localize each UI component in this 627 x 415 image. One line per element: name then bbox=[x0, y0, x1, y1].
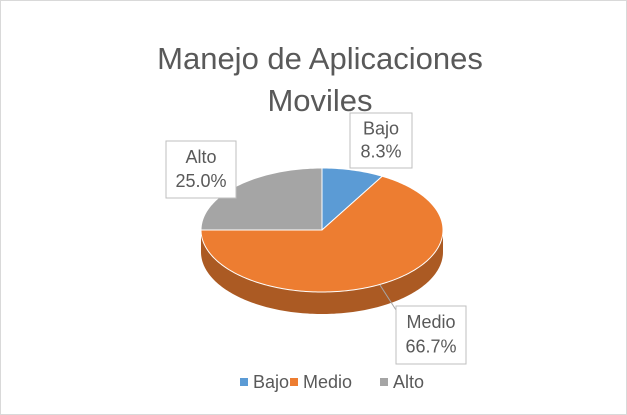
chart-title: Manejo de Aplicaciones Moviles bbox=[157, 41, 483, 118]
legend-swatch bbox=[240, 378, 248, 386]
data-label-name: Alto bbox=[185, 147, 216, 167]
data-label-value: 66.7% bbox=[405, 337, 456, 357]
legend-swatch bbox=[380, 378, 388, 386]
data-label-box bbox=[165, 140, 237, 199]
legend-label: Medio bbox=[303, 372, 352, 392]
leader-line bbox=[379, 284, 397, 311]
data-label-name: Medio bbox=[406, 312, 455, 332]
data-label-box bbox=[395, 305, 467, 365]
legend-label: Alto bbox=[393, 372, 424, 392]
legend-label: Bajo bbox=[253, 372, 289, 392]
data-label-box bbox=[349, 112, 413, 169]
data-label-name: Bajo bbox=[363, 118, 399, 138]
slice-side bbox=[201, 230, 443, 314]
slice bbox=[200, 175, 444, 293]
legend-swatch bbox=[290, 378, 298, 386]
slice bbox=[321, 167, 384, 232]
data-label-value: 8.3% bbox=[360, 141, 401, 161]
data-label-value: 25.0% bbox=[175, 171, 226, 191]
